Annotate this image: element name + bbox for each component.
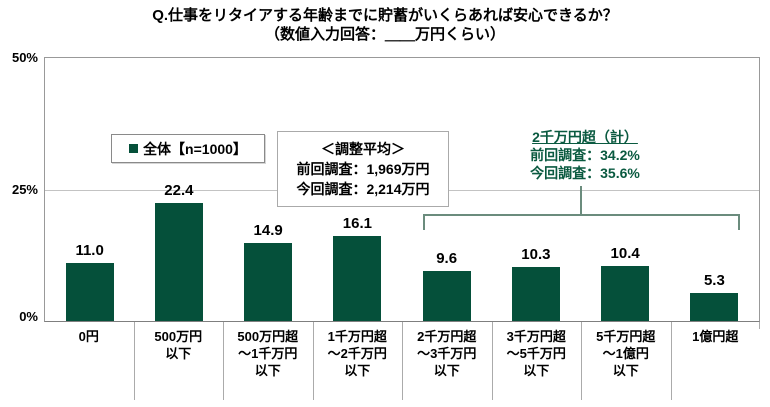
bar-slot: 14.9 <box>224 58 313 321</box>
x-axis-category-label: 500万円 以下 <box>154 329 203 361</box>
bar-value-label: 10.3 <box>521 245 551 263</box>
bar-5 <box>511 266 560 321</box>
bar-value-label: 22.4 <box>164 182 194 200</box>
bar-slot: 5.3 <box>670 58 759 321</box>
bar-2 <box>244 242 293 321</box>
x-axis-category-label: 2千万円超 ～3千万円 以下 <box>417 329 477 378</box>
annotation-connector-line <box>580 186 582 215</box>
y-axis-tick-25: 25% <box>11 182 38 197</box>
bar-slot: 10.3 <box>491 58 580 321</box>
y-axis-tick-50: 50% <box>11 50 38 65</box>
adjusted-average-box: ＜調整平均＞ 前回調査：1,969万円 今回調査：2,214万円 <box>277 131 449 207</box>
bar-value-label: 9.6 <box>436 249 458 267</box>
over-20m-heading: 2千万円超（計） <box>532 129 638 145</box>
legend-square-icon <box>129 144 139 153</box>
bar-6 <box>601 266 650 321</box>
x-axis-category-label: 3千万円超 ～5千万円 以下 <box>506 329 566 378</box>
adjusted-average-heading: ＜調整平均＞ <box>321 141 405 157</box>
x-axis-category-label: 1億円超 <box>692 329 739 344</box>
bar-3 <box>333 236 382 321</box>
bar-7 <box>690 293 739 321</box>
bar-slot: 11.0 <box>45 58 134 321</box>
bar-1 <box>154 203 203 321</box>
bars-container: 11.0 22.4 14.9 16.1 9.6 10.3 10.4 5.3 <box>45 58 759 321</box>
x-axis-category-label: 0円 <box>78 329 99 344</box>
bar-slot: 10.4 <box>581 58 670 321</box>
legend-label: 全体【n=1000】 <box>143 140 247 157</box>
x-axis-category-label: 1千万円超 ～2千万円 以下 <box>327 329 387 378</box>
bar-slot: 16.1 <box>313 58 402 321</box>
bar-slot: 22.4 <box>134 58 223 321</box>
over-20m-previous: 前回調査：34.2% <box>530 147 640 163</box>
legend: 全体【n=1000】 <box>111 134 265 163</box>
bar-value-label: 11.0 <box>75 242 104 260</box>
bar-value-label: 10.4 <box>610 245 640 263</box>
over-20m-bracket <box>423 214 740 230</box>
x-axis-category-label: 5千万円超 ～1億円 以下 <box>596 329 656 378</box>
plot-area: 11.0 22.4 14.9 16.1 9.6 10.3 10.4 5.3 全体【n=1000… <box>44 57 760 322</box>
x-axis-category-label: 500万円超 ～1千万円 以下 <box>237 329 299 378</box>
bar-value-label: 16.1 <box>342 215 372 233</box>
bar-4 <box>422 270 471 321</box>
y-axis-tick-0: 0% <box>19 309 38 324</box>
adjusted-average-current: 今回調査：2,214万円 <box>296 181 430 197</box>
adjusted-average-previous: 前回調査：1,969万円 <box>296 161 430 177</box>
bar-value-label: 14.9 <box>253 221 283 239</box>
bar-value-label: 5.3 <box>703 272 725 290</box>
x-axis-labels: 0円 500万円 以下 500万円超 ～1千万円 以下 1千万円超 ～2千万円 以下 2… <box>44 328 760 379</box>
chart-title-line2: （数値入力回答：＿＿万円くらい） <box>264 26 505 43</box>
bar-slot: 9.6 <box>402 58 491 321</box>
chart-title: Q.仕事をリタイアする年齢までに貯蓄がいくらあれば安心できるか？ （数値入力回答… <box>0 6 770 44</box>
over-20m-current: 今回調査：35.6% <box>530 165 640 181</box>
over-20m-annotation: 2千万円超（計） 前回調査：34.2% 今回調査：35.6% <box>503 128 667 182</box>
bar-0 <box>65 263 114 321</box>
chart-title-line1: Q.仕事をリタイアする年齢までに貯蓄がいくらあれば安心できるか？ <box>152 7 618 24</box>
